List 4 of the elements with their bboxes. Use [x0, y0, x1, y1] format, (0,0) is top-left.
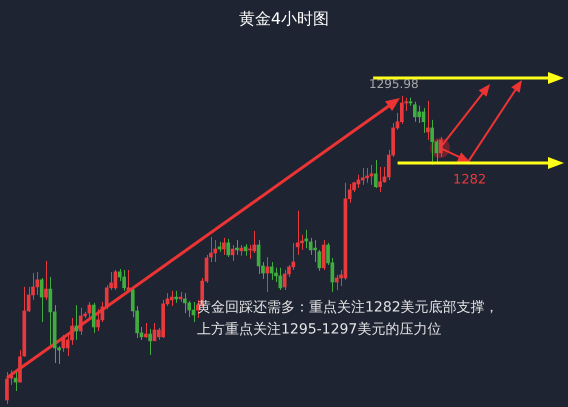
text: 1282	[453, 172, 486, 188]
text: 1295.98	[368, 76, 419, 91]
annotation: 上方重点关注1295-1297美元的压力位	[197, 322, 442, 338]
chart-title: 黄金4小时图	[238, 9, 330, 28]
